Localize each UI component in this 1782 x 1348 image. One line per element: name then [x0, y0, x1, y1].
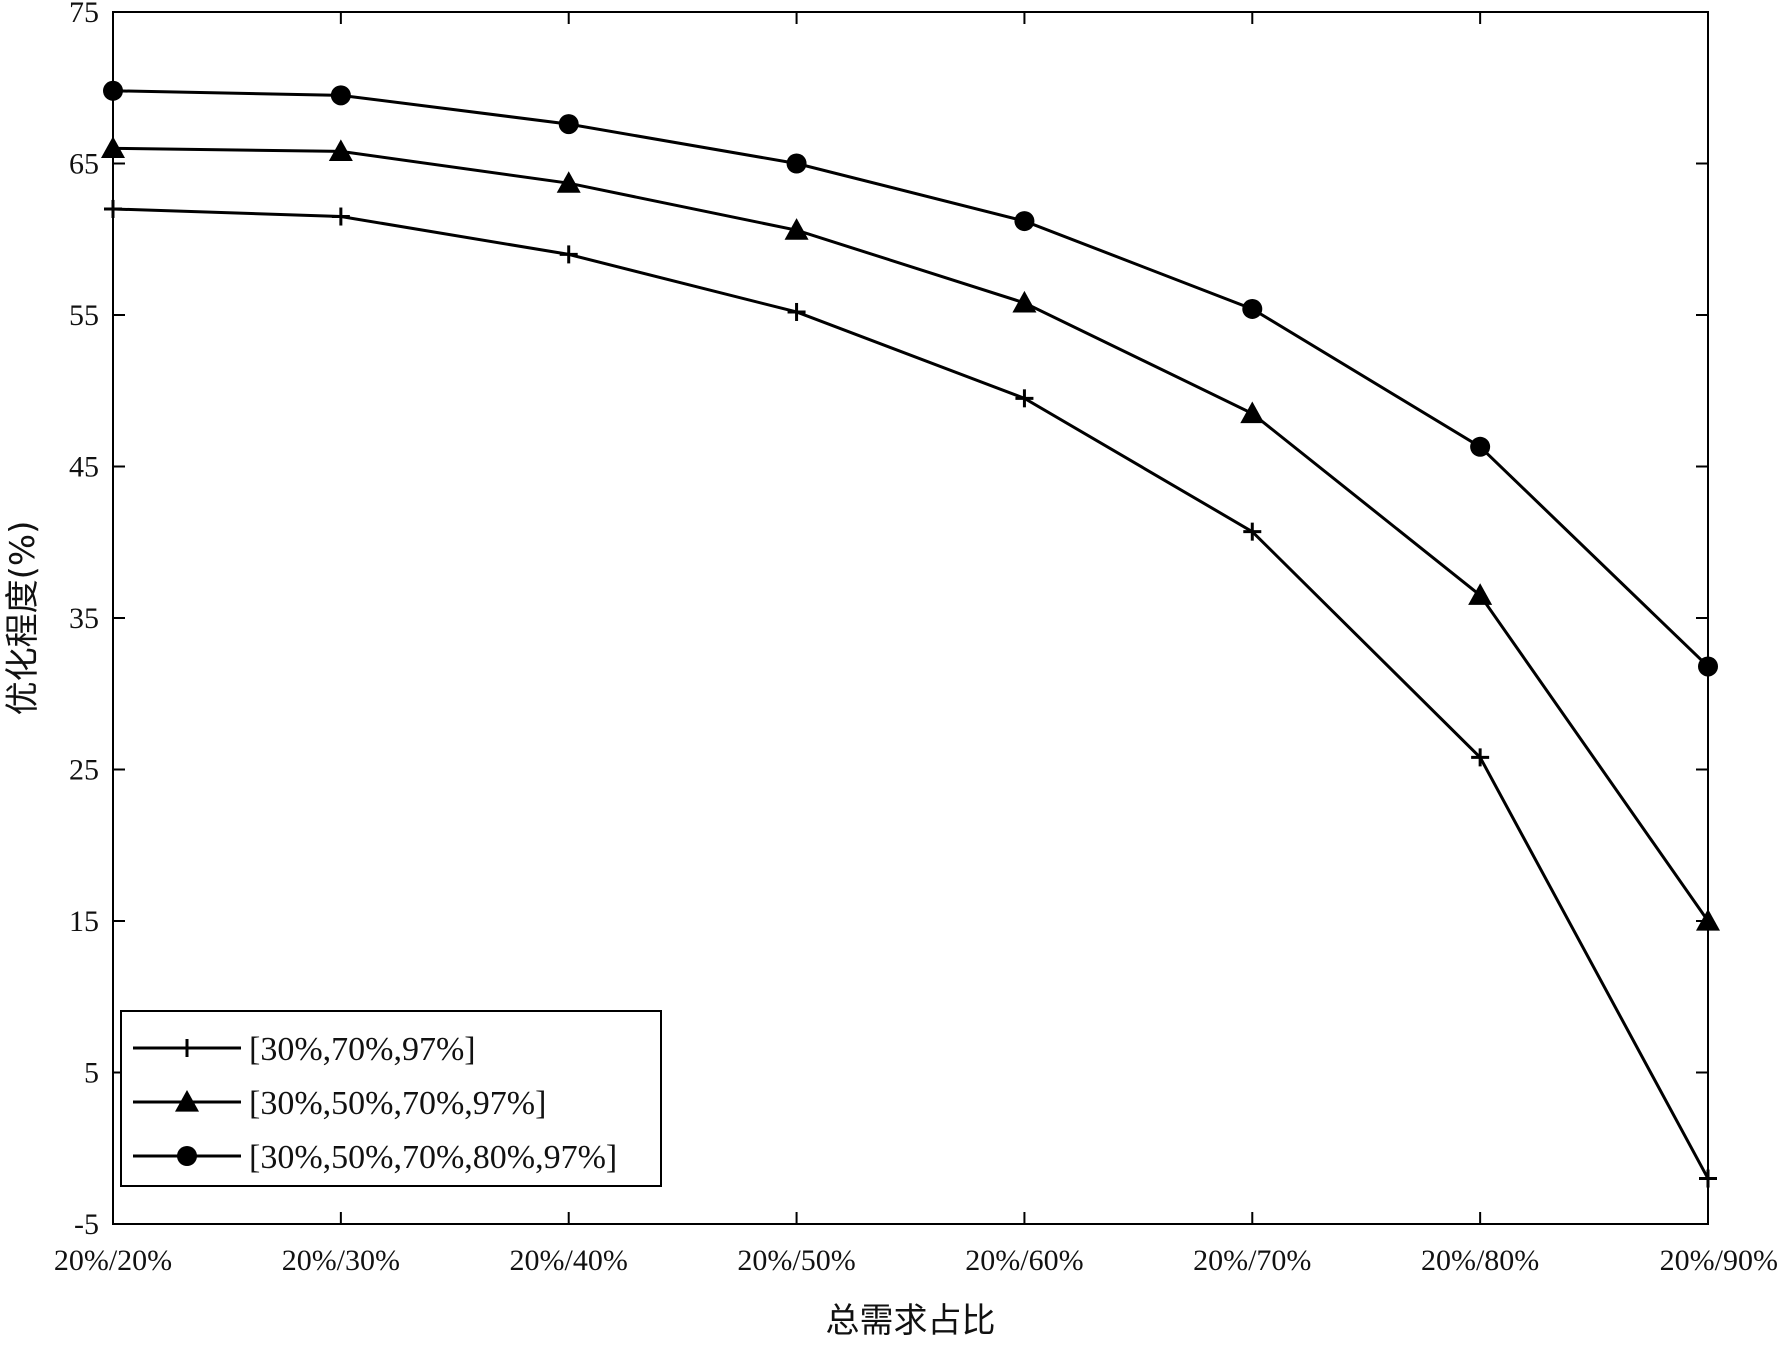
series-3-point — [103, 80, 123, 101]
y-axis-label: 优化程度(%) — [3, 521, 43, 716]
y-tick-label: 25 — [69, 754, 99, 787]
series-2-line — [112, 146, 1710, 922]
series-1-point — [1699, 1169, 1717, 1188]
x-tick-label: 20%/60% — [965, 1244, 1083, 1277]
series-2-point — [328, 139, 353, 161]
legend-box — [120, 1010, 662, 1187]
y-tick-label: 15 — [69, 905, 99, 938]
series-3-point — [1470, 436, 1491, 457]
series-1 — [104, 199, 1717, 1188]
y-tick-label: 35 — [69, 602, 99, 635]
series-1-point — [331, 207, 350, 226]
data-series — [101, 80, 1720, 1188]
series-1-point — [787, 302, 806, 321]
series-2-point — [1012, 290, 1037, 313]
x-tick-label: 20%/30% — [282, 1244, 400, 1277]
y-tick-label: 75 — [69, 0, 99, 29]
series-3-point — [786, 153, 807, 174]
x-tick-label: 20%/50% — [737, 1244, 855, 1277]
legend-item: [30%,50%,70%,97%] — [133, 1085, 546, 1122]
series-2-point — [101, 136, 125, 158]
y-tick-label: -5 — [74, 1208, 99, 1241]
series-2-point — [784, 218, 809, 240]
series-3-point — [558, 114, 579, 135]
series-3-point — [1698, 656, 1718, 677]
y-tick-label: 5 — [84, 1057, 99, 1090]
series-1-point — [104, 199, 122, 218]
legend-label: [30%,50%,70%,80%,97%] — [249, 1139, 617, 1176]
series-2-point — [556, 171, 581, 193]
series-3-line — [112, 89, 1710, 668]
y-tick-label: 55 — [69, 299, 99, 332]
axis-ticks: -5 5 15 25 35 45 55 65 75 20%/20% 20%/30% 20%/40% 20… — [54, 0, 1778, 1277]
legend-item: [30%,50%,70%,80%,97%] — [133, 1139, 617, 1176]
x-tick-label: 20%/40% — [510, 1244, 628, 1277]
series-2-point — [1240, 401, 1265, 424]
x-tick-label: 20%/80% — [1421, 1244, 1539, 1277]
legend-item: [30%,70%,97%] — [133, 1031, 476, 1068]
series-3-point — [1242, 298, 1263, 319]
legend-marker — [177, 1146, 197, 1166]
series-1-point — [1015, 389, 1034, 408]
x-axis-label: 总需求占比 — [826, 1301, 996, 1341]
legend: [30%,70%,97%] [30%,50%,70%,97%] [30%,50%,7… — [120, 1010, 662, 1187]
legend-marker — [178, 1039, 196, 1057]
series-2 — [101, 136, 1720, 931]
series-1-point — [1471, 748, 1490, 767]
x-tick-label: 20%/70% — [1193, 1244, 1311, 1277]
series-1-line — [112, 207, 1710, 1180]
series-3 — [103, 80, 1718, 677]
y-tick-label: 65 — [69, 148, 99, 181]
x-tick-label: 20%/20% — [54, 1244, 172, 1277]
legend-label: [30%,50%,70%,97%] — [249, 1085, 546, 1122]
series-2-point — [1696, 909, 1720, 931]
series-3-point — [330, 85, 351, 106]
legend-label: [30%,70%,97%] — [249, 1031, 476, 1068]
legend-marker — [175, 1090, 199, 1112]
series-3-point — [1014, 211, 1035, 232]
series-1-point — [559, 245, 578, 264]
series-2-point — [1468, 583, 1493, 605]
series-1-point — [1243, 522, 1262, 541]
x-tick-label: 20%/90% — [1660, 1244, 1778, 1277]
y-tick-label: 45 — [69, 451, 99, 484]
